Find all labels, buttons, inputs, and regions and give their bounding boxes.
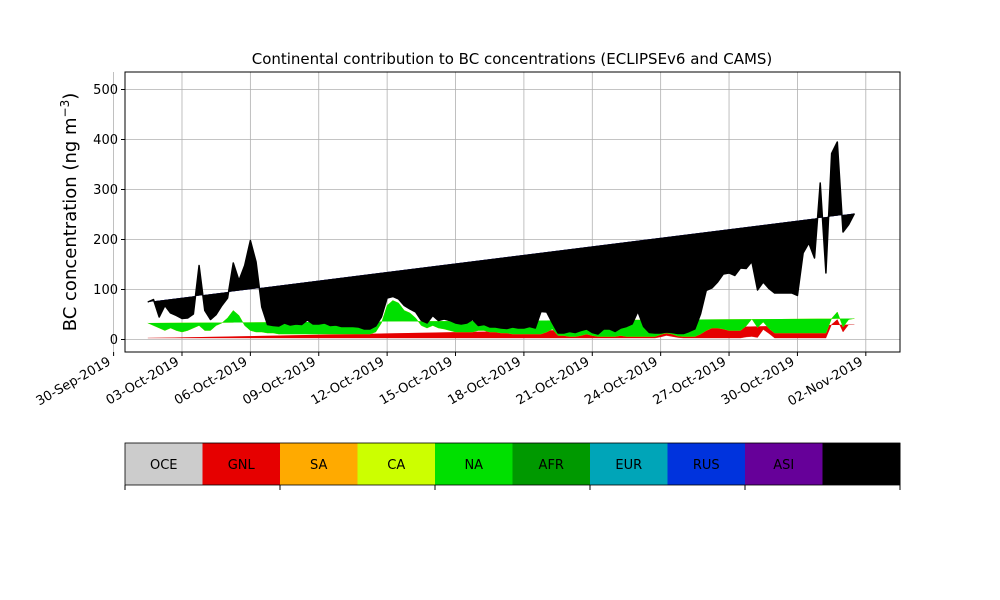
colorbar-cell-ca — [357, 443, 436, 485]
colorbar-cell-eur — [590, 443, 668, 485]
colorbar-label: RUS — [693, 458, 720, 473]
y-tick-label: 100 — [93, 283, 118, 298]
colorbar-label: NA — [464, 458, 483, 473]
colorbar-label: OCE — [150, 458, 178, 473]
colorbar-cell-asi — [745, 443, 823, 485]
y-axis: 0 100 200 300 400 500 — [93, 83, 125, 348]
x-tick-label: 12-Oct-2019 — [309, 354, 387, 408]
colorbar-cell-gnl — [202, 443, 281, 485]
colorbar-frame — [124, 442, 901, 486]
colorbar-label: SA — [310, 458, 327, 473]
total-outline — [147, 141, 856, 335]
x-axis: 30-Sep-201903-Oct-201906-Oct-201909-Oct-… — [34, 352, 867, 409]
total-line — [147, 141, 856, 335]
colorbar-legend: OCE GNL SA CA NA AFR EUR RUS ASI AUS — [124, 442, 901, 490]
colorbar-cell-oce — [125, 443, 203, 485]
colorbar-label: EUR — [615, 458, 642, 473]
x-tick-label: 30-Sep-2019 — [34, 354, 114, 409]
y-tick-label: 300 — [93, 183, 118, 198]
plot-frame — [124, 71, 901, 353]
y-tick-label: 500 — [93, 83, 118, 98]
x-tick-label: 09-Oct-2019 — [240, 354, 318, 408]
x-tick-label: 18-Oct-2019 — [446, 354, 524, 408]
y-axis-label-close: ) — [60, 93, 81, 100]
y-axis-label-main: BC concentration (ng m — [60, 117, 81, 331]
stacked-areas — [147, 141, 855, 339]
x-tick-label: 27-Oct-2019 — [651, 354, 729, 408]
y-axis-label-superscript: −3 — [58, 100, 72, 118]
colorbar-cell-rus — [667, 443, 746, 485]
y-tick-label: 0 — [110, 333, 118, 348]
x-tick-label: 02-Nov-2019 — [786, 354, 866, 409]
x-tick-label: 03-Oct-2019 — [104, 354, 182, 408]
colorbar-label: AFR — [539, 458, 564, 473]
colorbar-label: ASI — [773, 458, 794, 473]
area-aus — [147, 141, 855, 335]
y-tick-label: 200 — [93, 233, 118, 248]
colorbar-label: CA — [387, 458, 405, 473]
x-tick-label: 06-Oct-2019 — [172, 354, 250, 408]
colorbar-label: AUS — [848, 458, 875, 473]
x-tick-label: 30-Oct-2019 — [719, 354, 797, 408]
x-tick-label: 21-Oct-2019 — [514, 354, 592, 408]
x-tick-label: 15-Oct-2019 — [377, 354, 455, 408]
y-tick-label: 400 — [93, 133, 118, 148]
x-tick-label: 24-Oct-2019 — [582, 354, 660, 408]
chart-title: Continental contribution to BC concentra… — [252, 50, 773, 68]
colorbar-cell-aus — [822, 443, 901, 485]
colorbar-cell-sa — [280, 443, 358, 485]
colorbar-cell-na — [435, 443, 513, 485]
y-axis-label: BC concentration (ng m−3) — [58, 93, 81, 332]
colorbar-cell-afr — [512, 443, 591, 485]
colorbar-label: GNL — [228, 458, 256, 473]
